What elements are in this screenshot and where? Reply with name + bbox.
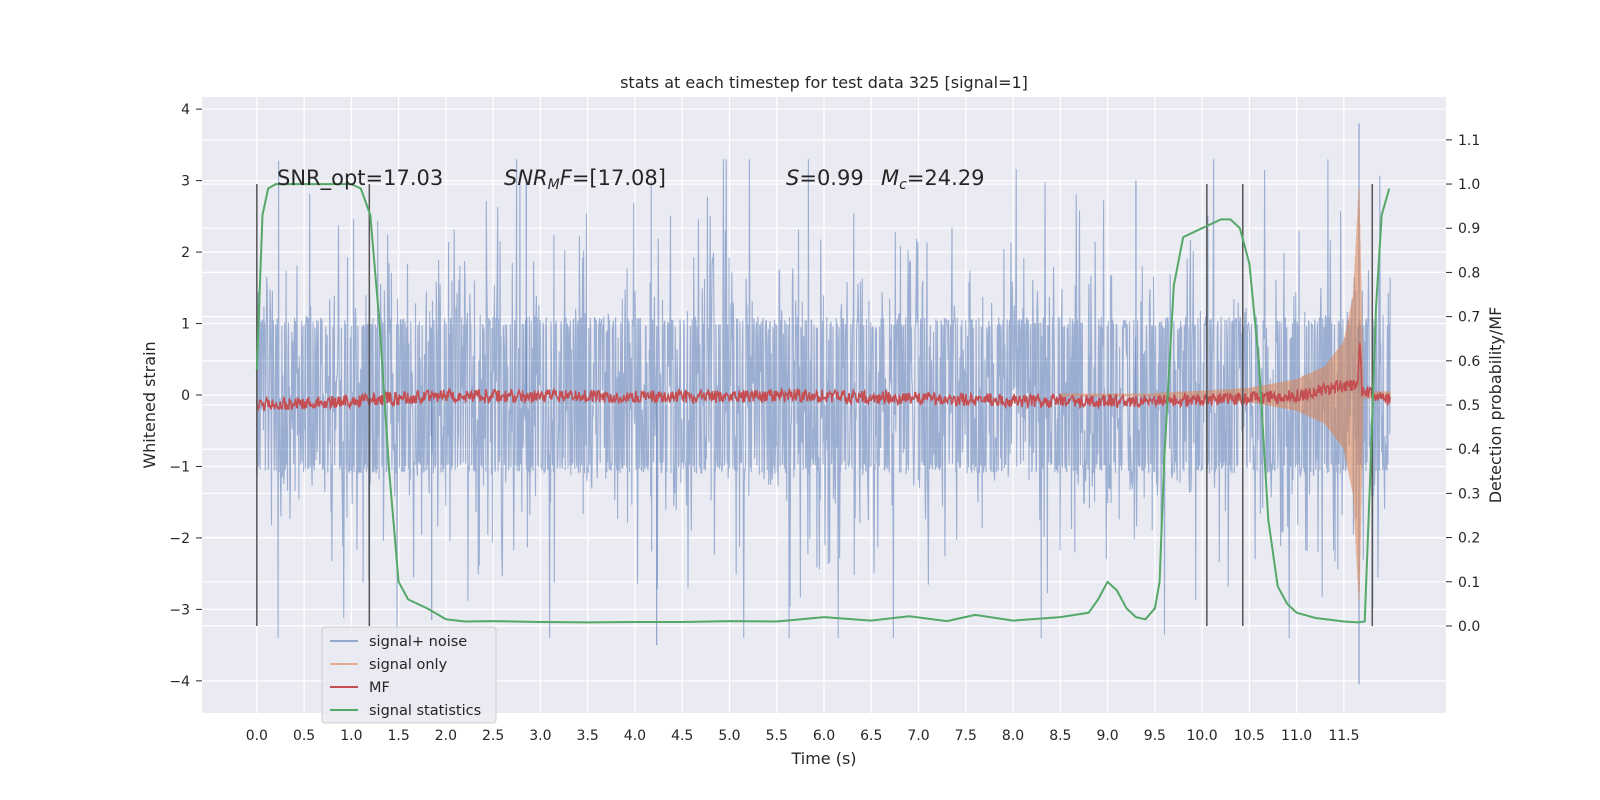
x-tick-label: 3.0 [529,728,551,744]
x-tick-label: 8.0 [1002,728,1024,744]
series-signal-statistics [255,183,1391,624]
y-axis-left: 4 3 2 1 0 −1 −2 −3 −4 [169,102,202,690]
x-tick-label: 8.5 [1049,728,1071,744]
x-tick-label: 2.0 [435,728,457,744]
y-left-tick-label: −3 [169,602,190,618]
x-tick-label: 7.5 [955,728,977,744]
x-tick-label: 6.5 [860,728,882,744]
mc-label: M [881,166,899,190]
x-tick-label: 11.0 [1281,728,1312,744]
x-tick-label: 0.5 [293,728,315,744]
y-right-tick-label: 0.6 [1458,354,1480,370]
y-left-tick-label: −1 [169,459,190,475]
x-tick-label: 11.5 [1328,728,1359,744]
annotation-s: S=0.99 [786,166,864,190]
vertical-markers [256,184,1374,626]
x-tick-label: 7.0 [907,728,929,744]
s-value: =0.99 [799,166,863,190]
y-right-tick-label: 0.0 [1458,619,1480,635]
snr-mf-tail: F [560,166,573,190]
grid [202,97,1446,713]
y-right-tick-label: 0.9 [1458,221,1480,237]
y-right-tick-label: 0.1 [1458,575,1480,591]
x-tick-label: 4.0 [624,728,646,744]
y-right-tick-label: 0.4 [1458,442,1480,458]
annotation-snr-mf: SNRMF=[17.08] [504,166,666,193]
legend: signal+ noise signal only MF signal stat… [321,626,497,724]
signal-plus-noise-line [256,159,1391,639]
mc-sub: c [899,177,907,193]
x-axis: 0.0 0.5 1.0 1.5 2.0 2.5 3.0 3.5 4.0 4.5 5.0 5.5 6.0 6… [246,728,1360,744]
legend-label-signal-statistics: signal statistics [369,703,481,719]
y-right-tick-label: 1.1 [1458,133,1480,149]
x-tick-label: 5.5 [766,728,788,744]
y-left-tick-label: 0 [181,388,190,404]
y-axis-left-title: Whitened strain [140,341,159,468]
legend-box [321,626,497,724]
x-tick-label: 0.0 [246,728,268,744]
y-right-tick-label: 0.5 [1458,398,1480,414]
chart-title: stats at each timestep for test data 325… [620,73,1028,92]
y-left-tick-label: 1 [181,317,190,333]
y-left-tick-label: 3 [181,174,190,190]
x-axis-title: Time (s) [790,749,856,768]
snr-mf-label: SNR [504,166,548,190]
mf-line [256,343,1391,412]
x-tick-label: 6.0 [813,728,835,744]
y-right-tick-label: 1.0 [1458,177,1480,193]
x-tick-label: 3.5 [577,728,599,744]
x-tick-label: 4.5 [671,728,693,744]
y-right-tick-label: 0.7 [1458,310,1480,326]
y-axis-right: 0.0 0.1 0.2 0.3 0.4 0.5 0.6 0.7 0.8 0.9 1.0 1.1 [1446,133,1480,635]
y-right-tick-label: 0.8 [1458,265,1480,281]
y-left-tick-label: 4 [181,102,190,118]
x-tick-label: 1.5 [387,728,409,744]
legend-label-signal-plus-noise: signal+ noise [369,634,467,650]
y-left-tick-label: 2 [181,245,190,261]
signal-only-line [1059,189,1391,600]
legend-label-signal-only: signal only [369,657,448,673]
legend-label-mf: MF [369,680,390,696]
x-tick-label: 1.0 [340,728,362,744]
y-left-tick-label: −2 [169,531,190,547]
snr-mf-sub: M [548,177,560,193]
series-mf [256,343,1391,412]
x-tick-label: 10.0 [1187,728,1218,744]
annotation-snr-opt: SNR_opt=17.03 [277,166,443,191]
x-tick-label: 5.0 [718,728,740,744]
y-right-tick-label: 0.3 [1458,486,1480,502]
annotation-mc: Mc=24.29 [881,166,985,193]
y-right-tick-label: 0.2 [1458,531,1480,547]
series-signal-only [1059,189,1391,600]
x-tick-label: 2.5 [482,728,504,744]
x-tick-label: 9.5 [1144,728,1166,744]
snr-mf-value: =[17.08] [572,166,666,190]
mc-value: =24.29 [907,166,985,190]
signal-statistics-line [255,183,1391,624]
x-tick-label: 9.0 [1096,728,1118,744]
y-axis-right-title: Detection probability/MF [1486,307,1505,504]
x-tick-label: 10.5 [1234,728,1265,744]
y-left-tick-label: −4 [169,674,190,690]
s-label: S [786,166,799,190]
